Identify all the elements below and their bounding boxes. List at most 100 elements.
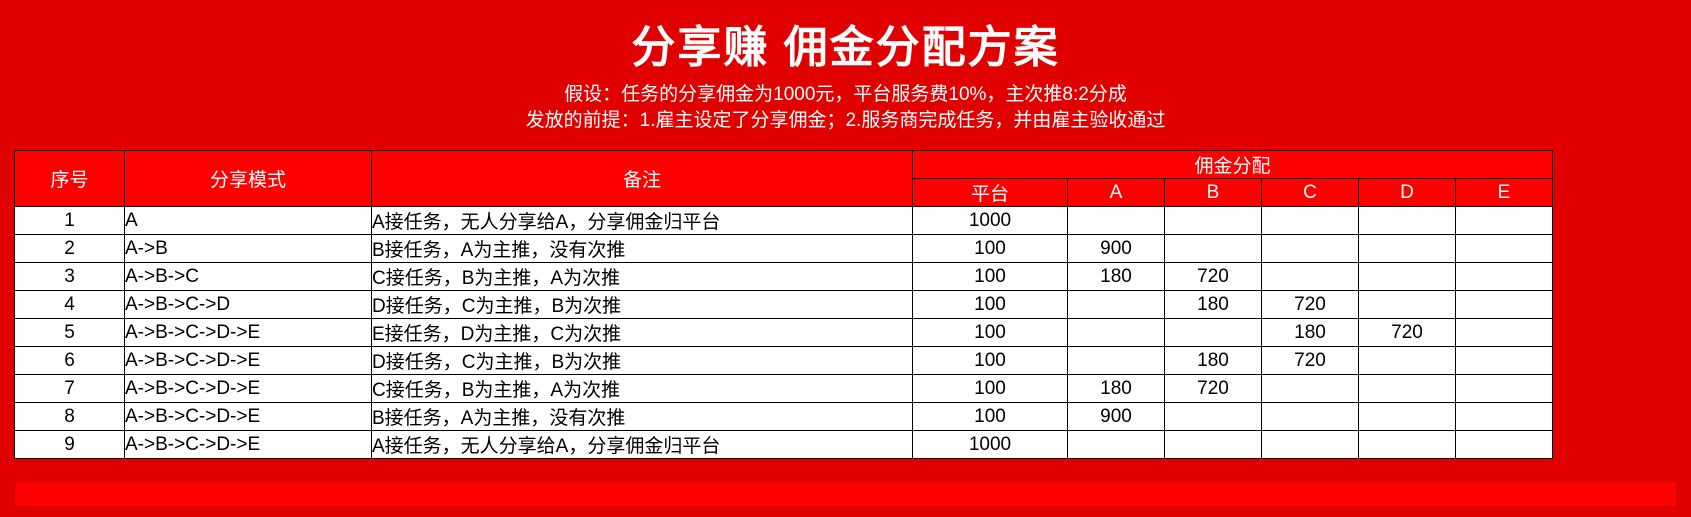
table-row: 7 A->B->C->D->E C接任务，B为主推，A为次推 100 180 720 [14, 374, 1554, 404]
cell-note: A接任务，无人分享给A，分享佣金归平台 [371, 430, 913, 460]
cell-commission-e [1454, 374, 1554, 404]
cell-commission-b [1164, 402, 1262, 432]
cell-commission-b [1164, 234, 1262, 264]
cell-share-mode: A->B->C->D->E [124, 318, 372, 348]
cell-commission-c [1261, 402, 1359, 432]
table-row: 3 A->B->C C接任务，B为主推，A为次推 100 180 720 [14, 262, 1554, 292]
table-row: 5 A->B->C->D->E E接任务，D为主推，C为次推 100 180 720 [14, 318, 1554, 348]
cell-share-mode: A [124, 206, 372, 236]
cell-note: B接任务，A为主推，没有次推 [371, 234, 913, 264]
table-row: 4 A->B->C->D D接任务，C为主推，B为次推 100 180 720 [14, 290, 1554, 320]
cell-commission-e [1454, 430, 1554, 460]
cell-share-mode: A->B [124, 234, 372, 264]
cell-note: D接任务，C为主推，B为次推 [371, 290, 913, 320]
cell-commission-platform: 1000 [912, 206, 1068, 236]
cell-share-mode: A->B->C->D->E [124, 346, 372, 376]
column-header-b: B [1164, 178, 1262, 208]
cell-commission-platform: 100 [912, 346, 1068, 376]
page-title: 分享赚 佣金分配方案 [631, 23, 1060, 72]
cell-index: 6 [14, 346, 125, 376]
cell-commission-platform: 100 [912, 402, 1068, 432]
subtitle-block: 假设：任务的分享佣金为1000元，平台服务费10%，主次推8:2分成 发放的前提… [0, 72, 1691, 134]
cell-commission-a: 900 [1067, 234, 1165, 264]
cell-share-mode: A->B->C [124, 262, 372, 292]
cell-commission-a [1067, 430, 1165, 460]
cell-note: A接任务，无人分享给A，分享佣金归平台 [371, 206, 913, 236]
cell-commission-d [1358, 374, 1456, 404]
table-head: 序号 分享模式 备注 佣金分配 平台 A B C D E [14, 150, 1554, 208]
table-body: 1 A A接任务，无人分享给A，分享佣金归平台 1000 2 A->B B接任务，A为主推，… [14, 206, 1554, 460]
cell-share-mode: A->B->C->D->E [124, 374, 372, 404]
cell-commission-platform: 100 [912, 262, 1068, 292]
cell-commission-e [1454, 402, 1554, 432]
cell-commission-e [1454, 346, 1554, 376]
cell-commission-platform: 100 [912, 234, 1068, 264]
cell-note: B接任务，A为主推，没有次推 [371, 402, 913, 432]
cell-index: 7 [14, 374, 125, 404]
cell-index: 9 [14, 430, 125, 460]
bottom-bar [14, 481, 1677, 507]
commission-table: 序号 分享模式 备注 佣金分配 平台 A B C D E 1 A A接任务，无人分享… [14, 150, 1554, 460]
cell-note: E接任务，D为主推，C为次推 [371, 318, 913, 348]
column-header-d: D [1358, 178, 1456, 208]
cell-commission-b: 720 [1164, 374, 1262, 404]
cell-note: C接任务，B为主推，A为次推 [371, 262, 913, 292]
column-header-a: A [1067, 178, 1165, 208]
cell-index: 3 [14, 262, 125, 292]
table-row: 8 A->B->C->D->E B接任务，A为主推，没有次推 100 900 [14, 402, 1554, 432]
cell-note: D接任务，C为主推，B为次推 [371, 346, 913, 376]
cell-commission-c [1261, 374, 1359, 404]
commission-table-wrapper: 序号 分享模式 备注 佣金分配 平台 A B C D E 1 A A接任务，无人分享… [14, 150, 1677, 460]
cell-index: 5 [14, 318, 125, 348]
table-row: 6 A->B->C->D->E D接任务，C为主推，B为次推 100 180 720 [14, 346, 1554, 376]
cell-index: 4 [14, 290, 125, 320]
cell-commission-a: 180 [1067, 262, 1165, 292]
cell-commission-d: 720 [1358, 318, 1456, 348]
column-header-platform: 平台 [912, 178, 1068, 208]
column-header-e: E [1454, 178, 1554, 208]
cell-commission-a: 900 [1067, 402, 1165, 432]
cell-commission-b [1164, 318, 1262, 348]
cell-share-mode: A->B->C->D->E [124, 430, 372, 460]
cell-commission-c: 720 [1261, 290, 1359, 320]
cell-commission-d [1358, 346, 1456, 376]
cell-commission-c: 720 [1261, 346, 1359, 376]
cell-note: C接任务，B为主推，A为次推 [371, 374, 913, 404]
cell-commission-d [1358, 262, 1456, 292]
column-header-index: 序号 [14, 150, 125, 208]
table-header-row-sub: 平台 A B C D E [15, 178, 1554, 208]
cell-index: 1 [14, 206, 125, 236]
cell-commission-e [1454, 318, 1554, 348]
column-header-c: C [1261, 178, 1359, 208]
cell-commission-c [1261, 262, 1359, 292]
table-row: 2 A->B B接任务，A为主推，没有次推 100 900 [14, 234, 1554, 264]
cell-commission-b: 720 [1164, 262, 1262, 292]
cell-commission-c [1261, 234, 1359, 264]
cell-commission-d [1358, 234, 1456, 264]
cell-commission-b [1164, 206, 1262, 236]
cell-commission-a [1067, 346, 1165, 376]
cell-commission-platform: 100 [912, 318, 1068, 348]
column-header-commission-group: 佣金分配 [911, 150, 1554, 180]
cell-commission-a [1067, 290, 1165, 320]
cell-commission-c: 180 [1261, 318, 1359, 348]
table-header-row-top: 序号 分享模式 备注 佣金分配 [14, 150, 1554, 208]
cell-commission-d [1358, 290, 1456, 320]
cell-commission-b: 180 [1164, 346, 1262, 376]
cell-commission-d [1358, 206, 1456, 236]
cell-commission-a [1067, 318, 1165, 348]
cell-commission-platform: 100 [912, 374, 1068, 404]
cell-commission-platform: 1000 [912, 430, 1068, 460]
cell-commission-b [1164, 430, 1262, 460]
cell-commission-e [1454, 262, 1554, 292]
cell-commission-b: 180 [1164, 290, 1262, 320]
cell-commission-e [1454, 206, 1554, 236]
table-row: 1 A A接任务，无人分享给A，分享佣金归平台 1000 [14, 206, 1554, 236]
cell-share-mode: A->B->C->D->E [124, 402, 372, 432]
cell-share-mode: A->B->C->D [124, 290, 372, 320]
column-header-note: 备注 [371, 150, 913, 208]
cell-commission-platform: 100 [912, 290, 1068, 320]
cell-commission-c [1261, 206, 1359, 236]
subtitle-line-2: 发放的前提：1.雇主设定了分享佣金；2.服务商完成任务，并由雇主验收通过 [525, 110, 1166, 132]
